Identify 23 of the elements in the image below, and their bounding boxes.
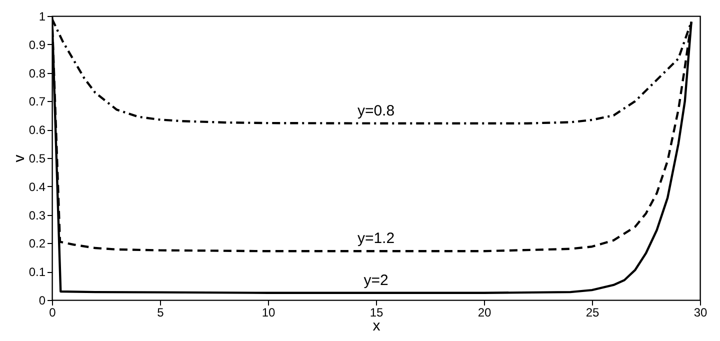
- series-label: y=0.8: [357, 102, 395, 120]
- y-tick-label: 0.1: [28, 265, 46, 280]
- x-tick-label: 5: [157, 306, 164, 320]
- series-label: y=2: [364, 272, 388, 289]
- y-axis-title: v: [10, 154, 28, 162]
- y-tick-label: 0.7: [28, 94, 46, 109]
- x-tick-label: 10: [262, 306, 276, 320]
- x-tick-label: 0: [49, 306, 56, 320]
- y-tick-label: 0.2: [28, 236, 46, 251]
- x-tick-label: 25: [586, 306, 600, 320]
- x-tick-label: 30: [694, 306, 708, 320]
- y-tick-label: 0.5: [28, 152, 46, 166]
- y-tick-label: 0.4: [28, 180, 46, 194]
- y-tick-label: 1: [38, 10, 46, 24]
- series-label: y=1.2: [357, 230, 395, 248]
- x-tick-label: 15: [370, 306, 384, 320]
- y-tick-label: 0.3: [28, 208, 46, 222]
- y-tick-label: 0: [38, 294, 46, 308]
- y-tick-label: 0.8: [28, 66, 46, 80]
- y-tick-label: 0.9: [28, 38, 46, 52]
- x-axis-title: x: [372, 318, 381, 334]
- y-tick-label: 0.6: [28, 123, 46, 138]
- x-tick-label: 20: [478, 306, 492, 320]
